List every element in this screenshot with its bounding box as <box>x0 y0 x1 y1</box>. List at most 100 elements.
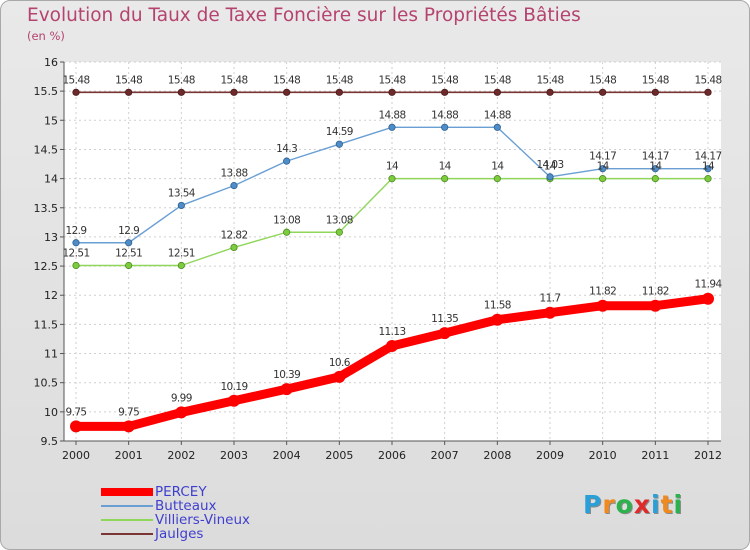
data-point-butteaux <box>493 123 501 131</box>
data-label-jaulges: 15.48 <box>694 74 721 86</box>
y-tick-label: 15.5 <box>34 85 59 98</box>
unit-label: (en %) <box>27 29 65 43</box>
data-label-butteaux: 14.3 <box>276 143 297 155</box>
data-point-butteaux <box>335 140 343 148</box>
data-label-percey: 11.82 <box>589 286 616 298</box>
x-tick-label: 2001 <box>115 449 143 462</box>
data-label-jaulges: 15.48 <box>62 74 89 86</box>
data-point-villiers-vineux <box>72 261 80 270</box>
y-tick-label: 14.5 <box>34 143 59 156</box>
data-label-percey: 11.35 <box>431 313 458 325</box>
data-label-percey: 9.99 <box>171 392 192 404</box>
data-point-villiers-vineux <box>230 243 238 252</box>
legend-item-jaulges: Jaulges <box>101 527 250 541</box>
x-tick-label: 2004 <box>273 449 301 462</box>
data-label-percey: 11.94 <box>694 279 722 291</box>
data-label-jaulges: 15.48 <box>536 74 563 86</box>
data-point-percey <box>596 299 609 312</box>
data-label-villiers-vineux: 14 <box>702 161 715 173</box>
data-point-jaulges <box>388 88 396 96</box>
data-label-butteaux: 12.9 <box>118 225 139 237</box>
data-point-jaulges <box>230 88 238 96</box>
legend-item-villiers-vineux: Villiers-Vineux <box>101 513 250 527</box>
data-point-butteaux <box>651 165 659 173</box>
data-point-villiers-vineux <box>704 175 712 183</box>
legend-swatch <box>101 488 153 496</box>
data-point-percey <box>333 370 346 383</box>
logo-letter: i <box>651 490 661 519</box>
data-label-butteaux: 14.59 <box>326 126 353 138</box>
data-label-butteaux: 14.88 <box>484 109 511 121</box>
data-label-villiers-vineux: 14 <box>597 161 610 173</box>
data-point-percey <box>438 327 451 340</box>
data-label-percey: 10.6 <box>329 357 351 369</box>
data-label-butteaux: 14.88 <box>431 109 458 121</box>
data-point-villiers-vineux <box>599 175 607 183</box>
y-tick-label: 13 <box>44 231 58 244</box>
data-label-butteaux: 14.17 <box>589 151 616 163</box>
data-point-percey <box>649 299 662 312</box>
x-tick-label: 2003 <box>220 449 248 462</box>
x-tick-label: 2000 <box>62 449 90 462</box>
logo-letter: r <box>602 490 616 519</box>
data-label-percey: 9.75 <box>118 406 139 418</box>
legend-swatch <box>101 519 153 521</box>
data-label-villiers-vineux: 14 <box>439 161 452 173</box>
x-tick-label: 2011 <box>641 449 669 462</box>
data-label-jaulges: 15.48 <box>115 74 142 86</box>
y-tick-label: 9.5 <box>41 435 59 448</box>
data-point-villiers-vineux <box>651 175 659 183</box>
data-point-jaulges <box>125 88 133 96</box>
data-label-butteaux: 12.9 <box>66 225 87 237</box>
data-point-jaulges <box>72 88 80 96</box>
legend-item-butteaux: Butteaux <box>101 499 250 513</box>
x-tick-label: 2006 <box>378 449 406 462</box>
legend-item-percey: PERCEY <box>101 485 250 499</box>
data-label-jaulges: 15.48 <box>431 74 458 86</box>
data-point-butteaux <box>177 201 185 210</box>
proxiti-logo: Proxiti <box>583 490 683 519</box>
data-label-percey: 10.19 <box>220 381 247 393</box>
data-point-percey <box>175 406 188 419</box>
y-tick-label: 15 <box>44 114 58 127</box>
data-label-villiers-vineux: 14 <box>386 161 399 173</box>
data-label-butteaux: 13.54 <box>168 187 196 199</box>
y-tick-label: 10 <box>44 406 58 419</box>
data-point-jaulges <box>546 88 554 96</box>
legend-swatch <box>101 505 153 507</box>
data-point-percey <box>280 383 293 396</box>
y-tick-label: 12 <box>44 289 58 302</box>
data-point-percey <box>386 339 398 352</box>
data-label-butteaux: 14.17 <box>694 151 721 163</box>
data-label-percey: 11.7 <box>540 293 561 305</box>
data-label-jaulges: 15.48 <box>273 74 300 86</box>
data-point-villiers-vineux <box>335 228 343 236</box>
data-label-villiers-vineux: 13.08 <box>326 214 353 226</box>
data-label-jaulges: 15.48 <box>168 74 195 86</box>
data-point-percey <box>702 292 714 305</box>
data-point-jaulges <box>704 88 712 96</box>
logo-letter: i <box>673 490 684 519</box>
data-point-jaulges <box>177 88 185 96</box>
data-label-butteaux: 14.03 <box>536 159 563 171</box>
data-label-percey: 11.58 <box>484 300 511 312</box>
data-point-butteaux <box>283 157 291 165</box>
data-label-percey: 11.13 <box>378 326 405 338</box>
data-label-villiers-vineux: 12.51 <box>62 247 89 259</box>
data-point-butteaux <box>546 173 554 181</box>
data-point-villiers-vineux <box>177 261 185 270</box>
data-point-jaulges <box>599 88 607 96</box>
legend-swatch <box>101 533 153 535</box>
data-point-villiers-vineux <box>388 175 396 183</box>
x-tick-label: 2009 <box>536 449 564 462</box>
chart-title: Evolution du Taux de Taxe Foncière sur l… <box>27 5 581 26</box>
data-point-percey <box>70 420 82 433</box>
data-point-jaulges <box>493 88 501 96</box>
data-label-jaulges: 15.48 <box>589 74 616 86</box>
y-tick-label: 16 <box>44 56 58 69</box>
data-point-percey <box>228 394 240 407</box>
data-label-villiers-vineux: 13.08 <box>273 214 300 226</box>
y-tick-label: 14 <box>44 173 58 186</box>
data-label-villiers-vineux: 12.51 <box>168 247 195 259</box>
